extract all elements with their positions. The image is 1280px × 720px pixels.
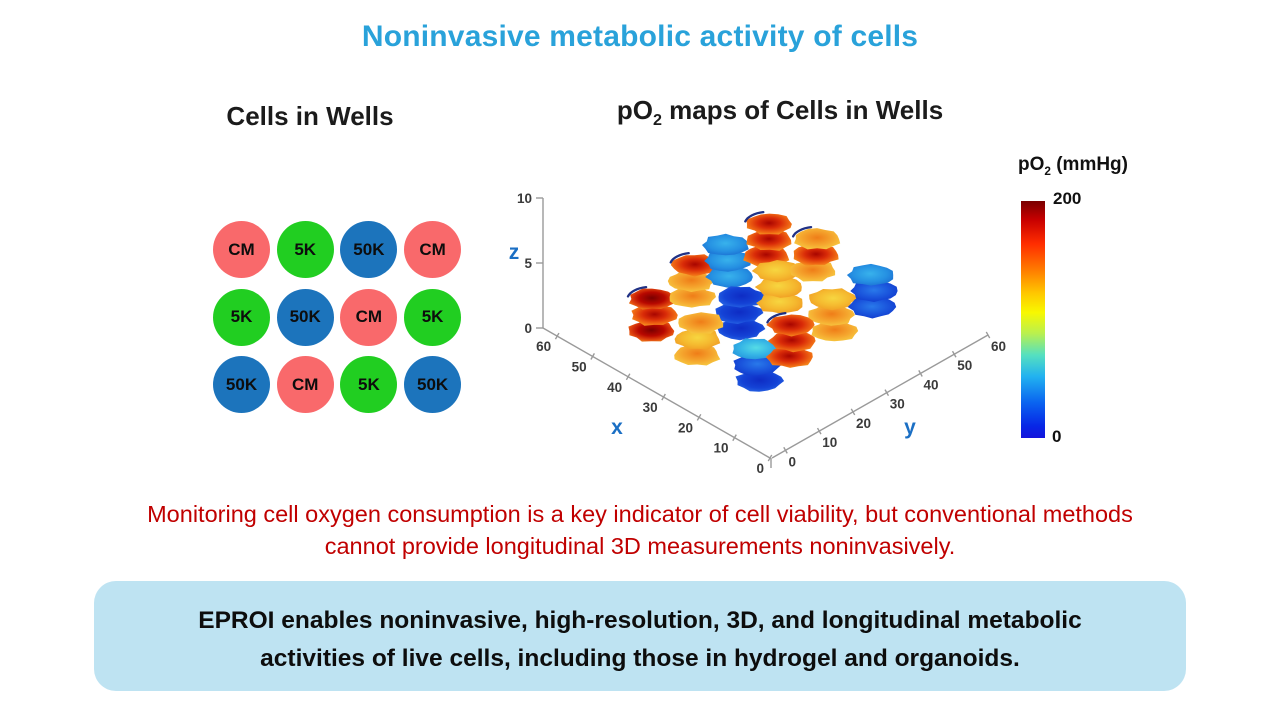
key-message-line2: cannot provide longitudinal 3D measureme… [324,533,956,559]
well-label: 50K [417,374,449,394]
tick-label: 60 [991,339,1006,354]
eproi-callout-line1: EPROI enables noninvasive, high-resoluti… [198,607,1082,634]
tick-label: 50 [957,358,972,373]
key-message: Monitoring cell oxygen consumption is a … [0,498,1280,562]
slice-rim-accent [669,251,690,264]
tick-label: 20 [856,416,871,431]
po2-3d-plot: z x y 0 5 10 60 50 40 30 20 10 0 0 10 20 30 40 50 60 [509,191,1006,476]
x-axis-label: x [611,416,623,439]
well-label: 5K [294,239,317,259]
po2-stack-5k-8 [808,288,859,342]
well-label: CM [228,239,255,259]
well-5k-r2c4: 5K [404,288,462,346]
tick-label: 30 [890,397,905,412]
colorbar-title: pO2 (mmHg) [1018,154,1128,178]
tick-label: 40 [924,377,939,392]
tick-label: 50 [572,359,587,374]
well-50k-r1c3: 50K [340,221,398,278]
po2-stack-50k-3 [702,233,753,289]
tick-label: 20 [678,420,693,435]
z-axis-label: z [509,241,520,264]
tick-label: 10 [517,191,532,206]
well-50k-r2c2: 50K [276,288,334,346]
po2-stack-50k-5 [715,286,766,341]
well-label: 50K [353,239,385,259]
po2-map-heading-suffix: maps of Cells in Wells [661,95,944,125]
tick-label: 5 [524,256,532,271]
tick-label: 30 [643,400,658,415]
plot-axes: 0 5 10 60 50 40 30 20 10 0 0 10 20 30 40 50 60 [517,191,1006,476]
po2-stack-cm-7 [790,225,841,282]
well-5k-r2c1: 5K [213,288,270,346]
wells-figure-heading: Cells in Wells [226,101,394,131]
well-label: 50K [225,374,258,394]
tick-label: 40 [607,380,622,395]
po2-stack-5k-6 [751,260,803,314]
well-label: CM [355,307,383,327]
well-label: CM [291,374,319,394]
eproi-callout: EPROI enables noninvasive, high-resoluti… [94,581,1186,691]
colorbar-title-suffix: (mmHg) [1050,154,1128,175]
po2-stack-5k-10 [674,312,724,366]
po2-stack-cm-12 [765,311,816,368]
well-label: 5K [358,374,380,394]
well-cm-r1c1: CM [213,221,270,278]
well-5k-r3c3: 5K [340,356,398,414]
slice-rim-accent [744,210,765,223]
eproi-callout-line2: activities of live cells, including thos… [260,645,1020,672]
tick-label: 60 [536,339,551,354]
po2-map-heading-subscript: 2 [652,111,662,130]
well-5k-r1c2: 5K [276,221,334,278]
key-message-line1: Monitoring cell oxygen consumption is a … [147,501,1133,527]
tick-label: 10 [714,441,729,456]
well-label: 50K [289,307,321,327]
well-50k-r3c4: 50K [404,356,462,414]
po2-stack-cm-4 [743,210,792,267]
slide-title: Noninvasive metabolic activity of cells [361,20,919,53]
colorbar-max-label: 200 [1053,189,1082,208]
well-label: 5K [421,307,444,327]
po2-map-heading-prefix: pO [616,95,653,125]
slice-rim-accent [626,285,648,298]
colorbar-title-prefix: pO [1018,154,1045,175]
slice-rim-accent [766,311,787,324]
tick-label: 0 [524,321,532,336]
well-50k-r3c1: 50K [213,356,270,414]
tick-label: 10 [822,435,837,450]
slice-rim-accent [791,225,813,238]
po2-map-heading: pO2 maps of Cells in Wells [580,95,980,130]
well-cm-r2c3: CM [340,288,398,346]
colorbar [1021,201,1045,438]
well-label: CM [419,239,446,259]
y-axis-label: y [904,416,916,439]
po2-stack-50k-11 [732,338,785,392]
po2-stack-cm-1 [626,285,678,342]
colorbar-title-subscript: 2 [1044,164,1051,178]
po2-stack-50k-9 [846,263,898,319]
colorbar-min-label: 0 [1052,427,1062,446]
well-label: 5K [230,307,253,327]
tick-label: 0 [756,461,764,476]
wells-grid: CM 5K 50K CM 5K 50K CM 5K 50K CM 5K 50K [213,221,469,415]
tick-label: 0 [789,454,797,469]
well-cm-r3c2: CM [276,356,334,414]
well-cm-r1c4: CM [404,221,462,278]
